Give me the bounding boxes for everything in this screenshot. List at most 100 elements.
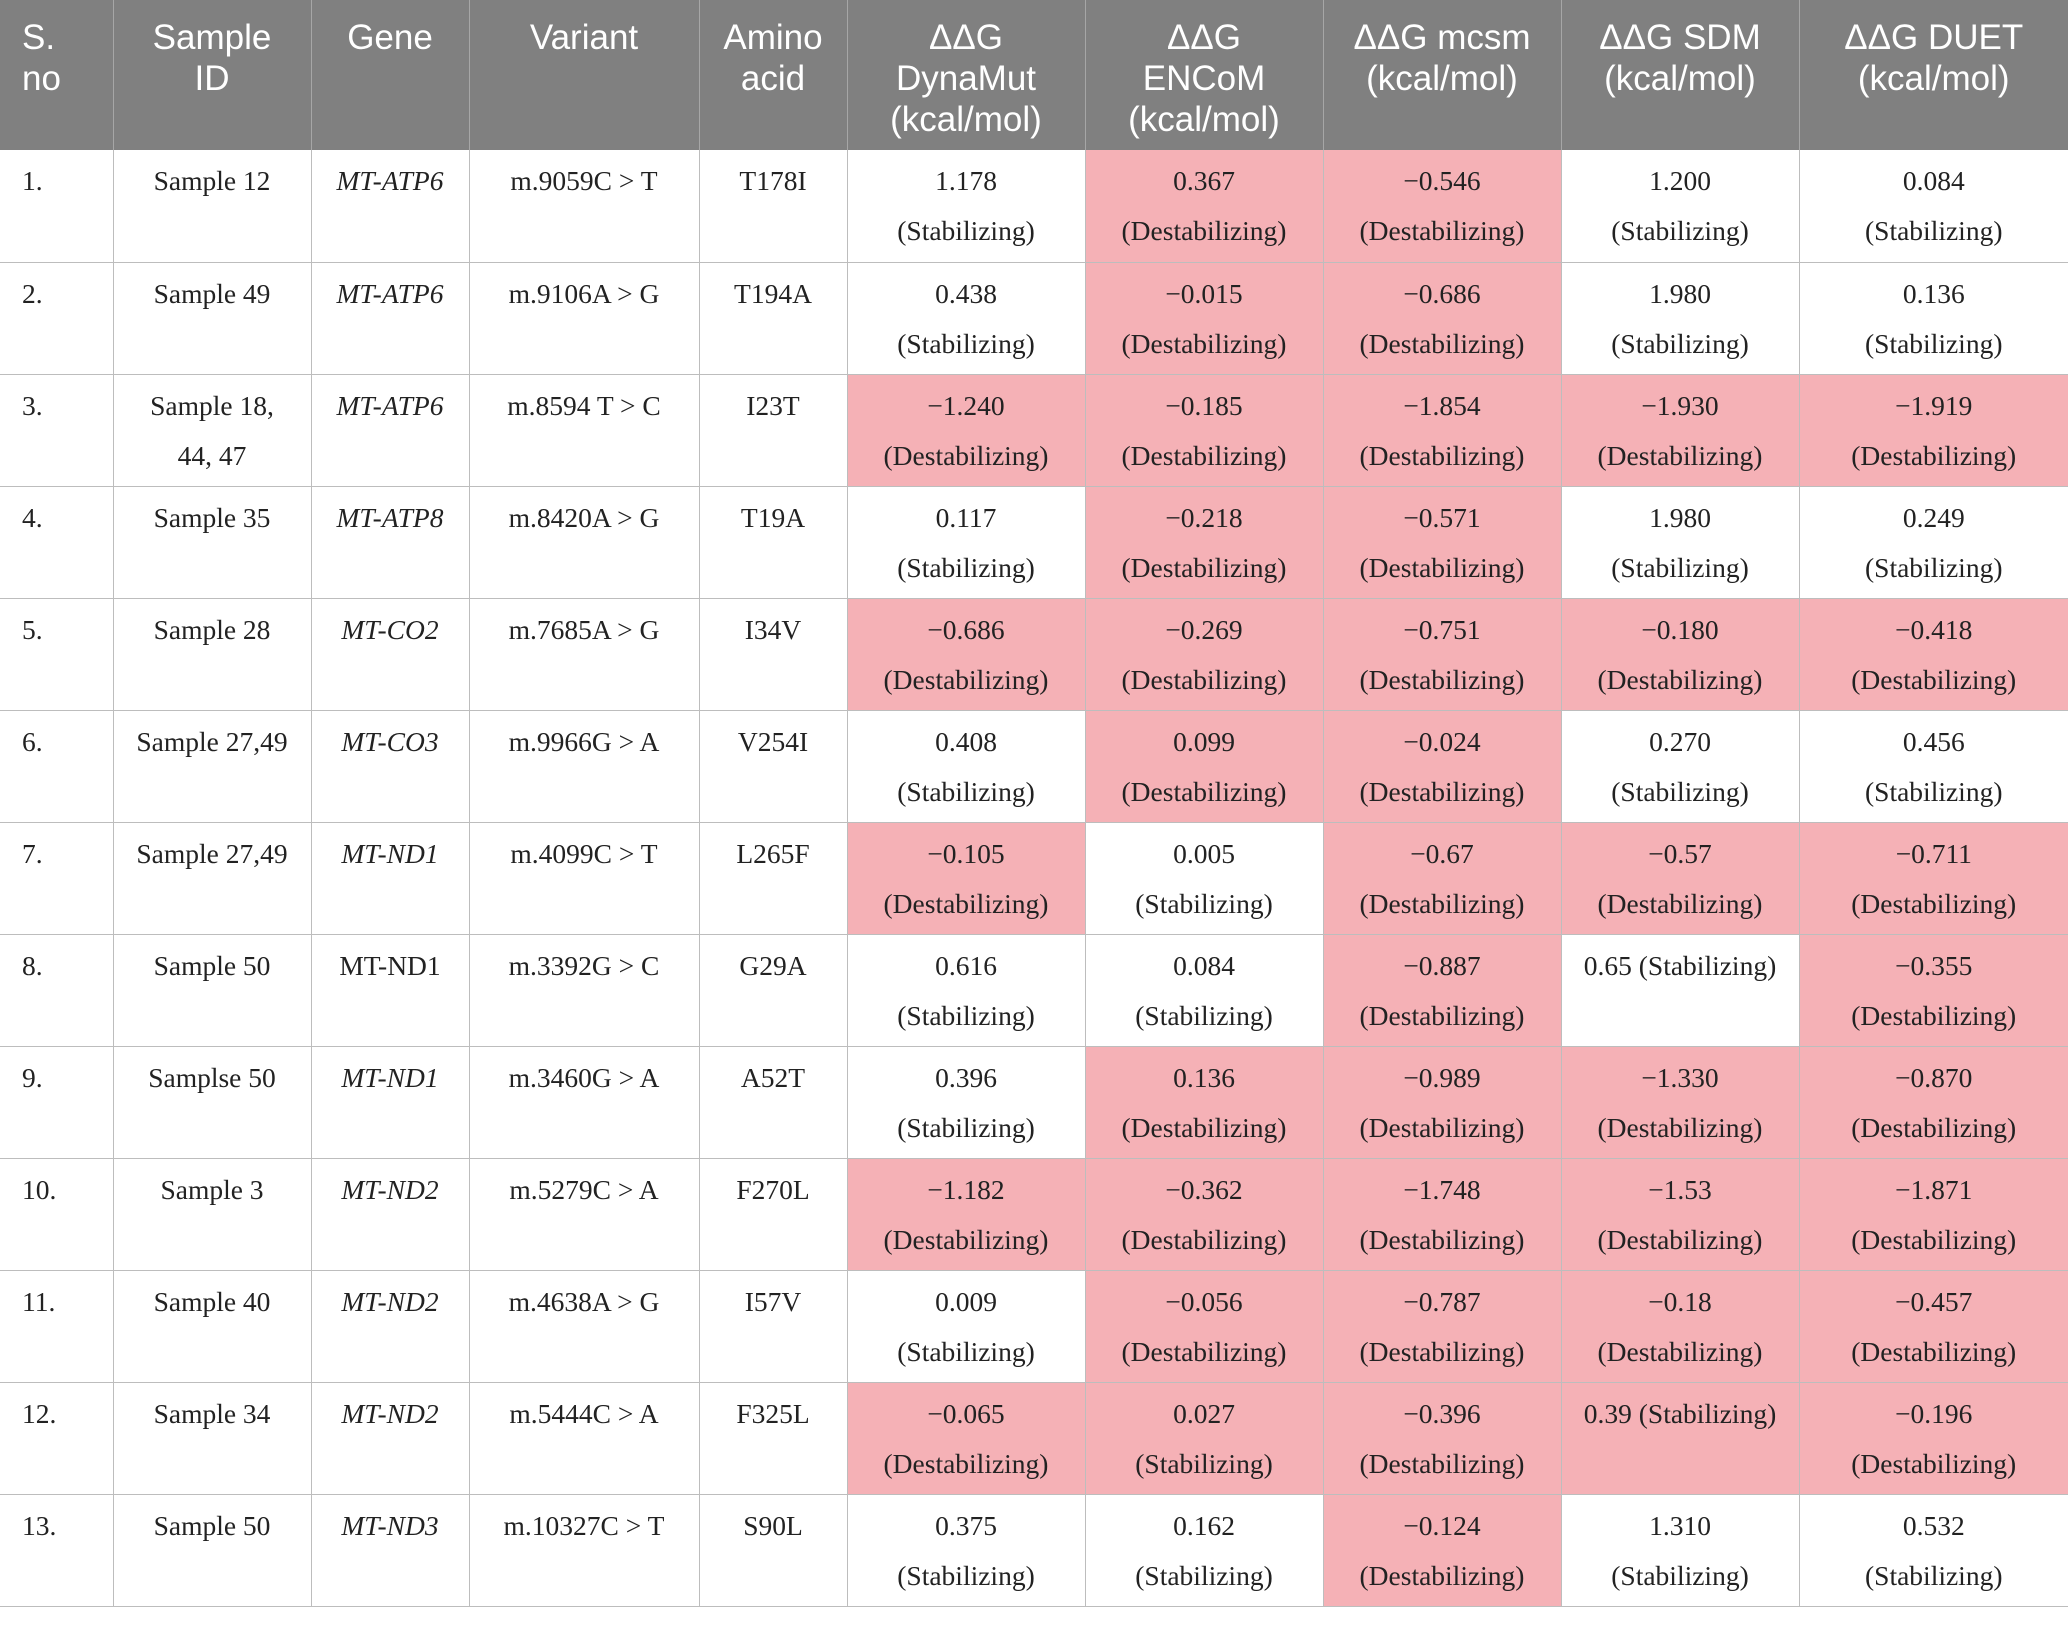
stability-class: (Destabilizing) <box>1359 551 1525 583</box>
header-text-line: Gene <box>347 18 433 57</box>
header-text-line: acid <box>740 59 806 98</box>
gene-cell: MT-ND2 <box>311 1158 470 1271</box>
table-row: 9. Samplse 50 MT-ND1 m.3460G > A A52T 0.396 (S… <box>0 1046 2068 1159</box>
header-text-line: no <box>22 59 61 98</box>
stability-class: (Destabilizing) <box>1121 663 1287 695</box>
stability-class: (Stabilizing) <box>897 551 1035 583</box>
stability-class: (Destabilizing) <box>1597 1223 1763 1255</box>
ddg-value: −1.53 <box>1648 1173 1712 1205</box>
sample-id-text: Sample 18, <box>150 389 274 421</box>
col-amino-acid-header: Amino acid <box>699 0 848 150</box>
stability-class: (Destabilizing) <box>1121 215 1287 246</box>
stability-class: (Stabilizing) <box>897 1111 1035 1143</box>
variant-cell: m.8594 T > C <box>469 374 700 487</box>
ddg-sdm-cell: −1.330 (Destabilizing) <box>1561 1046 1800 1159</box>
ddg-duet-cell: −0.196 (Destabilizing) <box>1799 1382 2068 1495</box>
header-text-line: ΔΔG DUET <box>1844 18 2024 57</box>
header-text-line: Amino <box>723 18 823 57</box>
ddg-value: 1.980 <box>1649 277 1711 309</box>
ddg-value: 0.408 <box>935 725 997 757</box>
ddg-duet-cell: −0.418 (Destabilizing) <box>1799 598 2068 711</box>
stability-class: (Destabilizing) <box>1851 1447 2017 1479</box>
amino-acid-cell: S90L <box>699 1494 848 1607</box>
header-row: S. no Sample ID Gene Variant Amino acid ΔΔG DynaM… <box>0 0 2068 150</box>
sno-cell: 11. <box>0 1270 114 1383</box>
ddg-value: −0.196 <box>1895 1397 1973 1429</box>
ddg-sdm-cell: −1.930 (Destabilizing) <box>1561 374 1800 487</box>
ddg-duet-cell: −0.711 (Destabilizing) <box>1799 822 2068 935</box>
ddg-sdm-cell: −0.57 (Destabilizing) <box>1561 822 1800 935</box>
col-sno-header: S. no <box>0 0 114 150</box>
ddg-duet-cell: 0.084 (Stabilizing) <box>1799 150 2068 263</box>
ddg-encom-cell: −0.362 (Destabilizing) <box>1085 1158 1324 1271</box>
ddg-value: −0.686 <box>1403 277 1481 309</box>
gene-cell: MT-ATP6 <box>311 374 470 487</box>
sample-id-text: Samplse 50 <box>148 1061 276 1093</box>
variant-cell: m.7685A > G <box>469 598 700 711</box>
gene-cell: MT-ATP6 <box>311 262 470 375</box>
ddg-duet-cell: 0.136 (Stabilizing) <box>1799 262 2068 375</box>
ddg-value: 1.200 <box>1649 165 1711 196</box>
col-ddg-mcsm-header: ΔΔG mcsm (kcal/mol) <box>1323 0 1562 150</box>
ddg-mcsm-cell: −1.854 (Destabilizing) <box>1323 374 1562 487</box>
table-row: 4. Sample 35 MT-ATP8 m.8420A > G T19A 0.117 (S… <box>0 486 2068 599</box>
ddg-value: 0.532 <box>1902 1509 1965 1541</box>
ddg-sdm-cell: 0.39 (Stabilizing) <box>1561 1382 1800 1495</box>
ddg-value: −0.571 <box>1403 501 1481 533</box>
sample-id-cell: Sample 12 <box>113 150 312 263</box>
stability-class: (Destabilizing) <box>1597 663 1763 695</box>
ddg-value: −1.182 <box>927 1173 1005 1205</box>
ddg-value: −0.57 <box>1648 837 1712 869</box>
amino-acid-cell: I34V <box>699 598 848 711</box>
ddg-mcsm-cell: −0.546 (Destabilizing) <box>1323 150 1562 263</box>
stability-class: (Destabilizing) <box>1359 663 1525 695</box>
ddg-value: −0.105 <box>927 837 1005 869</box>
ddg-value: −0.015 <box>1165 277 1243 309</box>
ddg-value: −0.989 <box>1403 1061 1481 1093</box>
sample-id-text: Sample 28 <box>153 613 271 645</box>
table-row: 5. Sample 28 MT-CO2 m.7685A > G I34V −0.686 (D… <box>0 598 2068 711</box>
stability-class: (Destabilizing) <box>1359 775 1525 807</box>
stability-class: (Destabilizing) <box>1359 1447 1525 1479</box>
sno-cell: 4. <box>0 486 114 599</box>
ddg-value: −0.269 <box>1165 613 1243 645</box>
sno-cell: 10. <box>0 1158 114 1271</box>
ddg-duet-cell: −0.355 (Destabilizing) <box>1799 934 2068 1047</box>
ddg-value: −0.887 <box>1403 949 1481 981</box>
ddg-value: 0.65 <box>1583 949 1632 981</box>
sample-id-text: Sample 34 <box>153 1397 271 1429</box>
ddg-duet-cell: −1.871 (Destabilizing) <box>1799 1158 2068 1271</box>
stability-class: (Stabilizing) <box>1135 1447 1273 1479</box>
ddg-dynamut-cell: −0.105 (Destabilizing) <box>847 822 1086 935</box>
variant-cell: m.5444C > A <box>469 1382 700 1495</box>
sample-id-cell: Sample 27,49 <box>113 822 312 935</box>
ddg-dynamut-cell: 0.117 (Stabilizing) <box>847 486 1086 599</box>
stability-class: (Stabilizing) <box>897 1335 1035 1367</box>
ddg-mcsm-cell: −0.396 (Destabilizing) <box>1323 1382 1562 1495</box>
ddg-sdm-cell: −0.180 (Destabilizing) <box>1561 598 1800 711</box>
ddg-value: −0.711 <box>1895 837 1972 869</box>
gene-cell: MT-ND3 <box>311 1494 470 1607</box>
variant-cell: m.4099C > T <box>469 822 700 935</box>
gene-cell: MT-ATP6 <box>311 150 470 263</box>
stability-class: (Destabilizing) <box>1121 1111 1287 1143</box>
ddg-value: −1.871 <box>1895 1173 1973 1205</box>
ddg-dynamut-cell: 0.438 (Stabilizing) <box>847 262 1086 375</box>
ddg-dynamut-cell: −1.182 (Destabilizing) <box>847 1158 1086 1271</box>
stability-class: (Stabilizing) <box>897 215 1035 246</box>
stability-class: (Destabilizing) <box>883 1447 1049 1479</box>
header-text-line: S. <box>22 18 56 57</box>
ddg-dynamut-cell: 0.616 (Stabilizing) <box>847 934 1086 1047</box>
header-text-line: Sample <box>152 18 272 57</box>
ddg-value: 0.005 <box>1173 837 1235 869</box>
table-row: 12. Sample 34 MT-ND2 m.5444C > A F325L −0.065… <box>0 1382 2068 1495</box>
header-text-line: ID <box>194 59 230 98</box>
stability-class: (Destabilizing) <box>1359 887 1525 919</box>
ddg-value: −0.218 <box>1165 501 1243 533</box>
ddg-mcsm-cell: −0.751 (Destabilizing) <box>1323 598 1562 711</box>
col-ddg-encom-header: ΔΔG ENCoM (kcal/mol) <box>1085 0 1324 150</box>
ddg-value: −0.185 <box>1165 389 1243 421</box>
stability-class: (Stabilizing) <box>1611 327 1749 359</box>
ddg-value: 0.375 <box>935 1509 997 1541</box>
